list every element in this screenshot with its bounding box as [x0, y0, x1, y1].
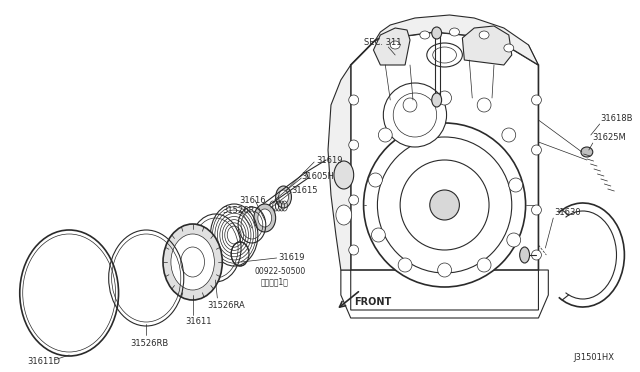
Ellipse shape — [336, 205, 352, 225]
Ellipse shape — [449, 28, 460, 36]
Ellipse shape — [581, 147, 593, 157]
Text: 31611: 31611 — [186, 317, 212, 327]
Ellipse shape — [276, 186, 291, 208]
Ellipse shape — [432, 27, 442, 39]
Text: 31526RB: 31526RB — [131, 339, 169, 347]
Ellipse shape — [438, 263, 451, 277]
Polygon shape — [351, 32, 538, 270]
Ellipse shape — [430, 190, 460, 220]
Ellipse shape — [504, 44, 514, 52]
Ellipse shape — [171, 234, 214, 290]
Ellipse shape — [378, 128, 392, 142]
Text: 31625M: 31625M — [593, 132, 627, 141]
Ellipse shape — [378, 137, 512, 273]
Ellipse shape — [502, 128, 516, 142]
Polygon shape — [341, 270, 548, 318]
Ellipse shape — [349, 140, 358, 150]
Ellipse shape — [163, 224, 222, 300]
Polygon shape — [376, 15, 538, 65]
Ellipse shape — [532, 95, 541, 105]
Ellipse shape — [254, 204, 276, 232]
Polygon shape — [374, 28, 410, 65]
Text: リング（1）: リング（1） — [261, 278, 289, 286]
Ellipse shape — [400, 160, 489, 250]
Ellipse shape — [403, 98, 417, 112]
Text: 31619: 31619 — [278, 253, 305, 262]
Text: 31615: 31615 — [291, 186, 318, 195]
Text: 31605H: 31605H — [301, 171, 334, 180]
Ellipse shape — [532, 205, 541, 215]
Ellipse shape — [507, 233, 521, 247]
Ellipse shape — [369, 173, 382, 187]
Ellipse shape — [393, 93, 436, 137]
Text: 31619: 31619 — [316, 155, 342, 164]
Ellipse shape — [520, 247, 529, 263]
Text: 31526R: 31526R — [222, 205, 255, 215]
Polygon shape — [328, 65, 351, 270]
Ellipse shape — [371, 228, 385, 242]
Ellipse shape — [420, 31, 430, 39]
Ellipse shape — [364, 123, 525, 287]
Text: 31630: 31630 — [554, 208, 581, 217]
Ellipse shape — [349, 95, 358, 105]
Ellipse shape — [258, 209, 272, 227]
Ellipse shape — [180, 247, 205, 277]
Ellipse shape — [383, 83, 447, 147]
Ellipse shape — [532, 250, 541, 260]
Ellipse shape — [479, 31, 489, 39]
Ellipse shape — [509, 178, 523, 192]
Ellipse shape — [477, 98, 491, 112]
Ellipse shape — [477, 258, 491, 272]
Ellipse shape — [427, 43, 462, 67]
Text: 31526RA: 31526RA — [207, 301, 245, 311]
Polygon shape — [462, 26, 512, 65]
Text: 31616: 31616 — [239, 196, 266, 205]
Text: J31501HX: J31501HX — [573, 353, 614, 362]
Ellipse shape — [433, 47, 456, 63]
Ellipse shape — [532, 145, 541, 155]
Ellipse shape — [398, 258, 412, 272]
Ellipse shape — [349, 195, 358, 205]
Ellipse shape — [278, 190, 289, 204]
Text: 00922-50500: 00922-50500 — [255, 267, 306, 276]
Text: SEC. 311: SEC. 311 — [364, 38, 401, 46]
Ellipse shape — [334, 161, 354, 189]
Ellipse shape — [432, 93, 442, 107]
Text: 31611D: 31611D — [28, 357, 61, 366]
Ellipse shape — [438, 91, 451, 105]
Text: 31618B: 31618B — [601, 113, 633, 122]
Text: FRONT: FRONT — [354, 297, 391, 307]
Ellipse shape — [390, 41, 400, 49]
Ellipse shape — [349, 245, 358, 255]
